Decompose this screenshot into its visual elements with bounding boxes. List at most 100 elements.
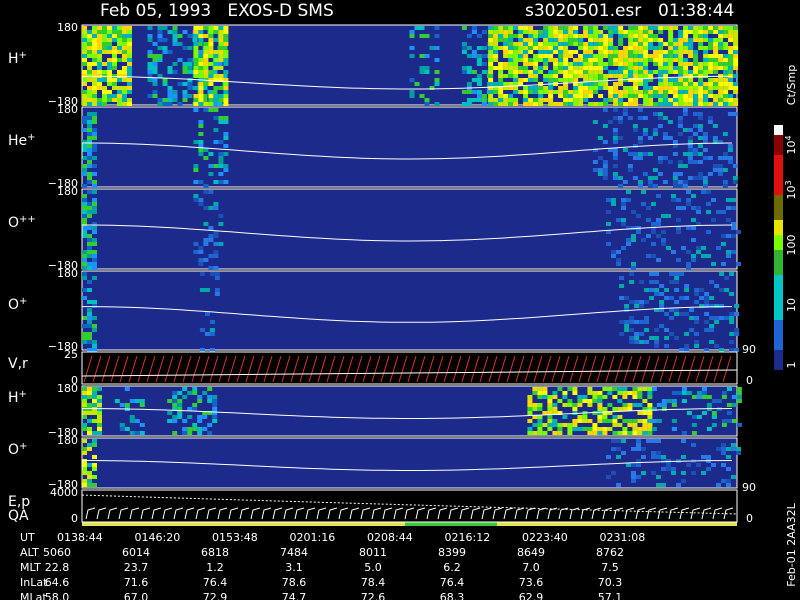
spectrogram-cell <box>603 42 609 46</box>
spectrogram-cell <box>82 94 87 98</box>
spectrogram-cell <box>628 38 634 42</box>
spectrogram-cell <box>701 387 707 391</box>
spectrogram-cell <box>213 94 219 98</box>
spectrogram-cell <box>424 54 430 58</box>
spectrogram-cell <box>694 344 700 348</box>
spectrogram-cell <box>537 395 543 399</box>
spectrogram-cell <box>678 78 684 82</box>
spectrogram-cell <box>688 54 694 58</box>
spectrogram-cell <box>193 102 199 106</box>
spectrogram-cell <box>603 38 609 42</box>
spectrogram-cell <box>678 58 684 62</box>
spectrogram-cell <box>658 78 664 82</box>
spectrogram-cell <box>646 254 651 258</box>
spectrogram-cell <box>729 348 735 352</box>
spectrogram-cell <box>676 218 681 222</box>
spectrogram-cell <box>538 34 544 38</box>
spectrogram-cell <box>523 98 529 102</box>
spectrogram-cell <box>513 50 519 54</box>
spectrogram-cell <box>212 403 218 407</box>
spectrogram-cell <box>97 82 102 86</box>
spectrogram-cell <box>147 70 153 74</box>
spectrogram-cell <box>587 419 593 423</box>
spectrogram-cell <box>157 54 163 58</box>
spectrogram-cell <box>733 90 739 94</box>
spectrogram-cell <box>82 172 87 176</box>
spectrogram-cell <box>658 94 664 98</box>
spectrogram-cell <box>202 86 208 90</box>
spectrogram-cell <box>619 276 625 280</box>
spectrogram-cell <box>617 184 623 188</box>
spectrogram-cell <box>637 391 643 395</box>
spectrogram-cell <box>87 30 92 34</box>
spectrogram-cell <box>678 90 684 94</box>
spectrogram-cell <box>193 194 199 198</box>
spectrogram-cell <box>704 304 710 308</box>
spectrogram-cell <box>637 387 643 391</box>
spectrogram-cell <box>547 415 553 419</box>
spectrogram-cell <box>608 46 614 50</box>
spectrogram-cell <box>696 246 701 250</box>
spectrogram-cell <box>466 34 472 38</box>
spectrogram-cell <box>198 38 204 42</box>
spectrogram-cell <box>721 210 726 214</box>
spectrogram-cell <box>563 98 569 102</box>
spectrogram-cell <box>703 94 709 98</box>
spectrogram-cell <box>97 98 102 102</box>
spectrogram-cell <box>731 475 736 479</box>
spectrogram-cell <box>651 226 656 230</box>
spectrogram-cell <box>598 82 604 86</box>
spectrogram-cell <box>703 70 709 74</box>
spectrogram-cell <box>119 403 125 407</box>
spectrogram-cell <box>523 62 529 66</box>
spectrogram-cell <box>97 54 102 58</box>
spectrogram-cell <box>622 112 628 116</box>
spectrogram-cell <box>419 34 425 38</box>
spectrogram-cell <box>122 70 127 74</box>
spectrogram-cell <box>666 246 671 250</box>
spectrogram-cell <box>493 30 499 34</box>
spectrogram-cell <box>82 471 87 475</box>
spectrogram-cell <box>693 90 699 94</box>
spectrogram-cell <box>623 94 629 98</box>
spectrogram-cell <box>563 82 569 86</box>
spectrogram-cell <box>647 427 653 431</box>
spectrogram-cell <box>637 108 643 112</box>
spectrogram-cell <box>693 62 699 66</box>
y-top-label: 180 <box>57 267 78 280</box>
spectrogram-cell <box>634 336 640 340</box>
spectrogram-cell <box>209 332 215 336</box>
spectrogram-cell <box>503 54 509 58</box>
spectrogram-cell <box>127 74 132 78</box>
spectrogram-cell <box>627 403 633 407</box>
spectrogram-cell <box>209 272 215 276</box>
spectrogram-cell <box>82 218 87 222</box>
spectrogram-cell <box>611 439 616 443</box>
spectrogram-cell <box>643 70 649 74</box>
spectrogram-cell <box>602 168 608 172</box>
spectrogram-cell <box>598 34 604 38</box>
spectrogram-cell <box>611 202 616 206</box>
spectrogram-cell <box>616 483 621 487</box>
spectrogram-cell <box>583 42 589 46</box>
spectrogram-cell <box>723 26 729 30</box>
spectrogram-cell <box>577 395 583 399</box>
spectrogram-cell <box>198 98 204 102</box>
spectrogram-cell <box>582 415 588 419</box>
spectrogram-cell <box>92 399 97 403</box>
spectrogram-cell <box>648 90 654 94</box>
spectrogram-cell <box>616 218 621 222</box>
spectrogram-cell <box>488 94 494 98</box>
spectrogram-cell <box>92 419 97 423</box>
spectrogram-cell <box>548 94 554 98</box>
spectrogram-cell <box>572 387 578 391</box>
spectrogram-cell <box>213 108 219 112</box>
spectrogram-cell <box>466 54 472 58</box>
spectrogram-cell <box>92 266 97 270</box>
spectrogram-cell <box>731 226 736 230</box>
spectrogram-cell <box>102 90 107 94</box>
spectrogram-cell <box>648 98 654 102</box>
spectrogram-cell <box>736 395 742 399</box>
spectrogram-cell <box>736 230 741 234</box>
spectrogram-cell <box>619 332 625 336</box>
